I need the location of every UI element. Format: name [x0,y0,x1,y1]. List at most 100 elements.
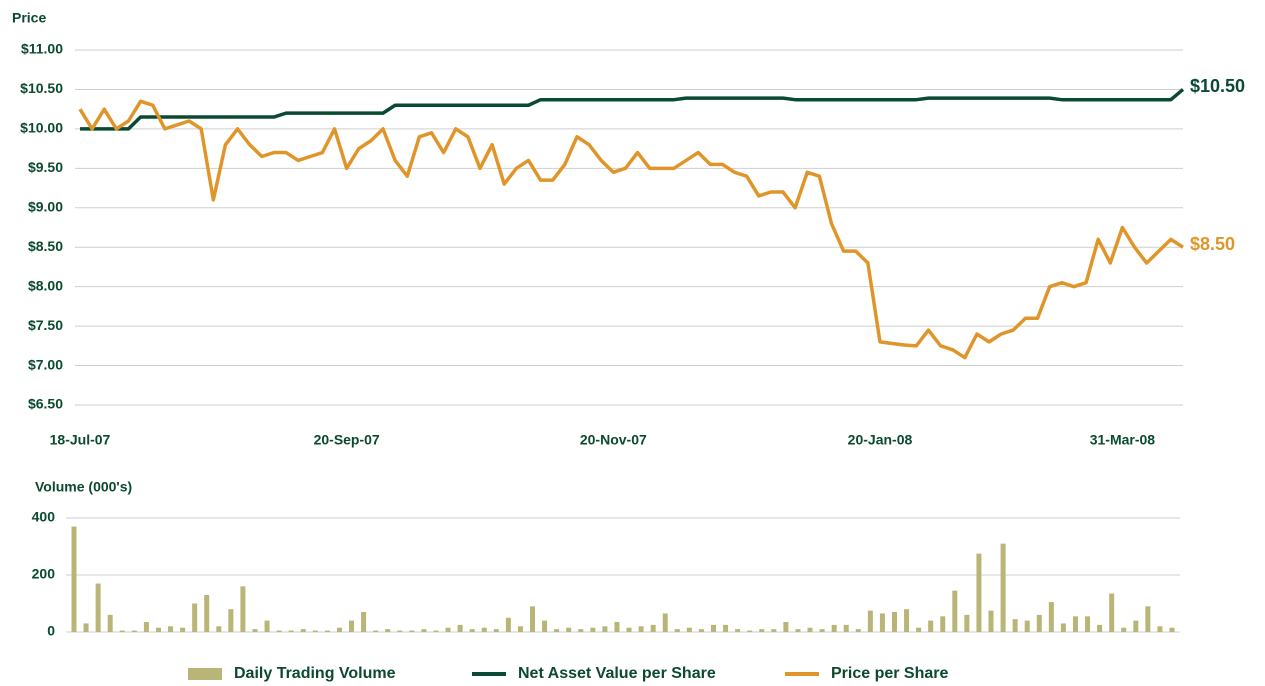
bar [276,630,282,632]
bar [614,622,620,632]
bar [421,629,427,632]
bar [288,630,294,632]
bar [409,630,415,632]
bar [119,630,125,632]
bar [240,586,246,632]
bar [940,616,946,632]
bar [928,620,934,632]
bar [361,612,367,632]
y-tick-label: $7.00 [28,356,63,372]
line [78,99,1184,360]
x-tick-label: 20-Jan-08 [848,432,913,448]
bar [373,630,379,632]
bar [131,630,137,632]
bar [952,590,958,632]
bar [143,622,149,632]
bar [457,624,463,632]
bar [385,629,391,632]
bar [71,526,77,632]
bar [578,629,584,632]
legend-label: Price per Share [831,665,949,682]
bar [843,624,849,632]
bar [481,627,487,632]
bar [324,630,330,632]
bar [795,629,801,632]
price-title: Price [12,10,46,26]
bar [1097,624,1103,632]
bar [916,627,922,632]
bar [1048,602,1054,632]
bar [1085,616,1091,632]
bar [602,626,608,632]
legend-label: Net Asset Value per Share [518,665,716,682]
bar [662,613,668,632]
end-label: $8.50 [1190,234,1235,254]
bar [867,610,873,632]
bar [1024,620,1030,632]
bar [819,629,825,632]
x-tick-label: 20-Nov-07 [580,432,647,448]
y-tick-label: $11.00 [21,41,63,57]
bar [1109,593,1115,632]
y-tick-label: $9.00 [28,198,63,214]
bar [204,594,210,632]
bar [976,553,982,632]
bar [493,629,499,632]
bar [1012,619,1018,632]
bar [879,613,885,632]
bar [904,609,910,632]
bar [988,610,994,632]
y-tick-label: 400 [32,509,56,525]
bar [1121,627,1127,632]
bar [1036,614,1042,632]
bar [855,629,861,632]
x-tick-label: 18-Jul-07 [50,432,111,448]
bar [469,629,475,632]
y-tick-label: 200 [32,566,56,582]
bar [349,620,355,632]
bar [807,627,813,632]
bar [1133,620,1139,632]
bar [155,627,161,632]
bar [252,629,258,632]
bar [397,630,403,632]
bar [771,629,777,632]
bar [554,629,560,632]
bar [312,630,318,632]
bar [216,626,222,632]
bar [891,612,897,632]
bar [1072,616,1078,632]
y-tick-label: $6.50 [28,396,63,412]
bar [95,583,101,632]
bar [747,630,753,632]
x-tick-label: 20-Sep-07 [314,432,380,448]
bar [1169,627,1175,632]
bar [228,609,234,632]
y-tick-label: $8.00 [28,277,63,293]
y-tick-label: $9.50 [28,159,63,175]
bar [517,626,523,632]
y-tick-label: 0 [47,623,55,639]
bar [433,630,439,632]
bar [180,627,186,632]
bar [566,627,572,632]
y-tick-label: $8.50 [28,238,63,254]
bar [710,624,716,632]
bar [168,626,174,632]
bar [83,623,89,632]
bar [590,627,596,632]
bar [650,624,656,632]
bar [638,626,644,632]
bar [1145,606,1151,632]
bar [107,614,113,632]
bar [759,629,765,632]
volume-title: Volume (000's) [35,479,132,495]
y-tick-label: $10.50 [20,80,63,96]
bar [723,624,729,632]
bar [1060,623,1066,632]
bar [505,617,511,632]
bar [530,606,536,632]
bar [964,614,970,632]
bar [626,627,632,632]
